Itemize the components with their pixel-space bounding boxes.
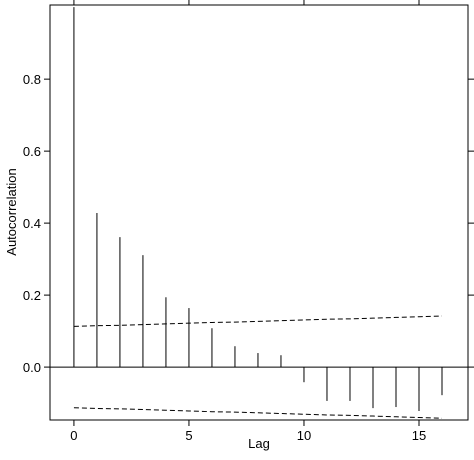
x-tick-label: 0 bbox=[70, 428, 77, 443]
x-tick-label: 15 bbox=[412, 428, 426, 443]
x-axis-label: Lag bbox=[248, 436, 270, 451]
confidence-band bbox=[73, 315, 443, 327]
plot-frame bbox=[49, 4, 469, 421]
y-axis-label: Autocorrelation bbox=[4, 168, 19, 255]
y-tick-label: 0.6 bbox=[23, 144, 41, 159]
y-tick-label: 0.2 bbox=[23, 288, 41, 303]
x-tick-label: 5 bbox=[185, 428, 192, 443]
y-tick-label: 0.8 bbox=[23, 72, 41, 87]
x-tick-label: 10 bbox=[297, 428, 311, 443]
y-tick-label: 0.4 bbox=[23, 216, 41, 231]
y-tick-label: 0.0 bbox=[23, 360, 41, 375]
confidence-band bbox=[73, 407, 443, 419]
